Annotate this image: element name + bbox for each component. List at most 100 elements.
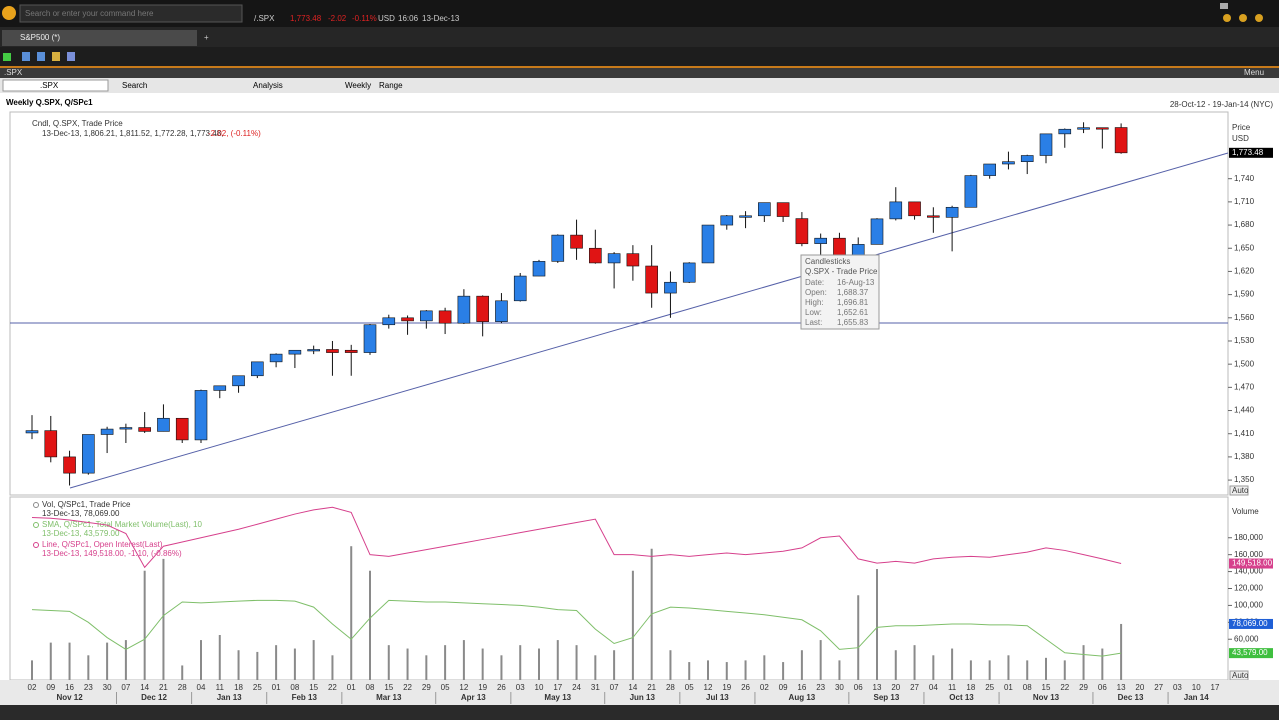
legend-icon	[33, 542, 39, 548]
candle-body	[626, 253, 640, 267]
legend-icon	[33, 522, 39, 528]
volume-bar	[312, 640, 315, 680]
legend-quote: 13-Dec-13, 1,806.21, 1,811.52, 1,772.28,…	[42, 129, 223, 138]
menu-button[interactable]: Menu	[1244, 68, 1264, 77]
icon[interactable]	[1239, 14, 1247, 22]
tooltip-key: Open:	[805, 288, 827, 297]
volume-bar	[838, 660, 841, 680]
candle-body	[795, 218, 809, 245]
y-tick-label: 60,000	[1234, 634, 1259, 643]
tab[interactable]	[2, 30, 197, 46]
x-tick-label: 17	[553, 683, 562, 692]
y-tick-label: 1,560	[1234, 313, 1255, 322]
volume-bar	[462, 640, 465, 680]
candle-body	[945, 206, 959, 218]
price-axis-title: Price	[1232, 123, 1251, 132]
range-button[interactable]: Range	[379, 81, 403, 90]
candle-body	[138, 427, 151, 432]
tooltip-key: Date:	[805, 278, 824, 287]
auto-button[interactable]	[1229, 485, 1249, 496]
y-tick-label: 1,740	[1234, 174, 1255, 183]
app-logo[interactable]	[2, 6, 16, 20]
candle-body	[908, 201, 921, 217]
y-tick-label: 1,680	[1234, 220, 1255, 229]
x-tick-label: 06	[1098, 683, 1107, 692]
x-tick-label: 22	[403, 683, 412, 692]
value-tag-label: 43,579.00	[1232, 648, 1268, 657]
new-tab[interactable]: +	[204, 33, 209, 42]
series-line	[31, 599, 1122, 657]
x-tick-label: 15	[1042, 683, 1051, 692]
candle-body	[213, 385, 227, 391]
auto-label: Auto	[1232, 671, 1249, 680]
date: 13-Dec-13	[422, 14, 460, 23]
volume-bar	[143, 570, 146, 680]
x-tick-label: 20	[891, 683, 900, 692]
legend-name: SMA, Q/SPc1, Total Market Volume(Last), …	[42, 520, 202, 529]
candle-body	[100, 428, 114, 435]
candle-body	[119, 427, 133, 430]
legend-name: Line, Q/SPc1, Open Interest(Last)	[42, 540, 163, 549]
candle-body	[1077, 127, 1090, 130]
candle-body	[645, 265, 658, 294]
add-icon[interactable]	[3, 53, 11, 61]
candle-body	[1114, 127, 1128, 154]
x-tick-label: 03	[516, 683, 525, 692]
legend-quote: 13-Dec-13, 149,518.00, -1.10, (-0.86%)	[42, 549, 182, 558]
volume-bar	[1101, 648, 1104, 680]
value-tag	[1229, 618, 1273, 629]
y-tick-label: 1,440	[1234, 406, 1255, 415]
x-tick-label: 08	[366, 683, 375, 692]
x-tick-label: 14	[628, 683, 637, 692]
marks: 02 09 16 23 30 07 14 21 28 04 11 18 25 01 08 15 22 01 08 15…	[25, 122, 1273, 704]
icon[interactable]	[1223, 14, 1231, 22]
icon[interactable]	[37, 52, 45, 61]
interval-button[interactable]: Weekly	[345, 81, 371, 90]
month-label: Jan 14	[1184, 693, 1209, 702]
volume-bar	[1082, 645, 1085, 680]
volume-bar	[218, 635, 221, 680]
candle-body	[251, 361, 264, 377]
volume-bar	[707, 660, 709, 680]
tab-bar	[0, 27, 1279, 47]
candle-body	[739, 215, 752, 218]
command-search[interactable]	[19, 4, 243, 23]
minimize-button[interactable]	[1220, 3, 1228, 9]
volume-bar	[913, 645, 916, 680]
x-tick-label: 18	[234, 683, 243, 692]
search-button[interactable]: Search	[122, 81, 147, 90]
icon[interactable]	[22, 52, 30, 61]
x-tick-label: 09	[46, 683, 55, 692]
volume-bar	[556, 640, 559, 680]
analysis-button[interactable]: Analysis	[253, 81, 283, 90]
x-tick-label: 10	[1192, 683, 1201, 692]
y-tick-label: 140,000	[1234, 567, 1263, 576]
tooltip-value: 1,652.61	[837, 308, 869, 317]
value-tag	[1229, 558, 1273, 569]
symbol-input[interactable]	[2, 79, 109, 92]
month-label: Apr 13	[461, 693, 486, 702]
icon[interactable]	[52, 52, 60, 61]
month-label: Dec 13	[1118, 693, 1144, 702]
volume-bar	[200, 640, 202, 680]
y-tick-label: 1,380	[1234, 452, 1255, 461]
volume-bar	[688, 662, 691, 680]
window-label: .SPX	[4, 68, 23, 77]
candle-body	[1020, 155, 1034, 162]
icon[interactable]	[67, 52, 75, 61]
volume-bar	[894, 650, 897, 680]
icon[interactable]	[1255, 14, 1263, 22]
volume-bar	[256, 651, 259, 680]
separator	[0, 66, 1279, 68]
volume-bar	[237, 650, 240, 680]
y-tick-label: 160,000	[1234, 550, 1263, 559]
y-tick-label: 100,000	[1234, 601, 1263, 610]
volume-bar	[725, 662, 728, 680]
volume-bar	[631, 570, 634, 680]
volume-bar	[350, 546, 353, 680]
x-tick-label: 13	[1117, 683, 1126, 692]
volume-bar	[669, 650, 672, 680]
x-tick-label: 04	[197, 683, 206, 692]
x-tick-label: 22	[1060, 683, 1069, 692]
